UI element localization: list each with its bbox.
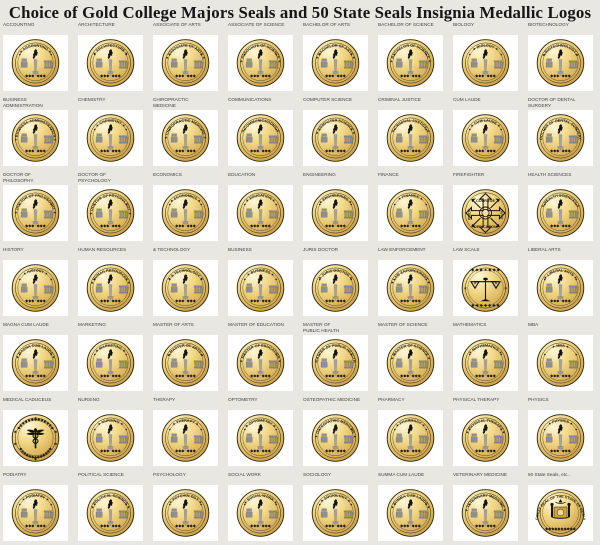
- svg-text:COURAGE: COURAGE: [476, 199, 495, 203]
- svg-text:★: ★: [53, 442, 57, 446]
- svg-text:PRIDE: PRIDE: [468, 208, 472, 220]
- svg-text:★: ★: [13, 430, 17, 434]
- svg-text:◆ ◆ ◆ ◆ ◆ ◆ ◆: ◆ ◆ ◆ ◆ ◆ ◆ ◆: [471, 303, 500, 308]
- svg-text:DUTY: DUTY: [500, 209, 504, 220]
- svg-text:★: ★: [13, 442, 17, 446]
- svg-text:◆◆◆◆◆◆◆◆◆◆: ◆◆◆◆◆◆◆◆◆◆: [545, 526, 577, 531]
- svg-text:★: ★: [53, 430, 57, 434]
- svg-text:★: ★: [504, 285, 508, 290]
- svg-text:★: ★: [464, 285, 468, 290]
- svg-text:★: ★: [33, 417, 37, 421]
- svg-text:DEDICATION: DEDICATION: [474, 225, 497, 229]
- svg-text:◆ ◆ ◆ ★ ◆ ◆ ◆: ◆ ◆ ◆ ★ ◆ ◆ ◆: [471, 267, 501, 272]
